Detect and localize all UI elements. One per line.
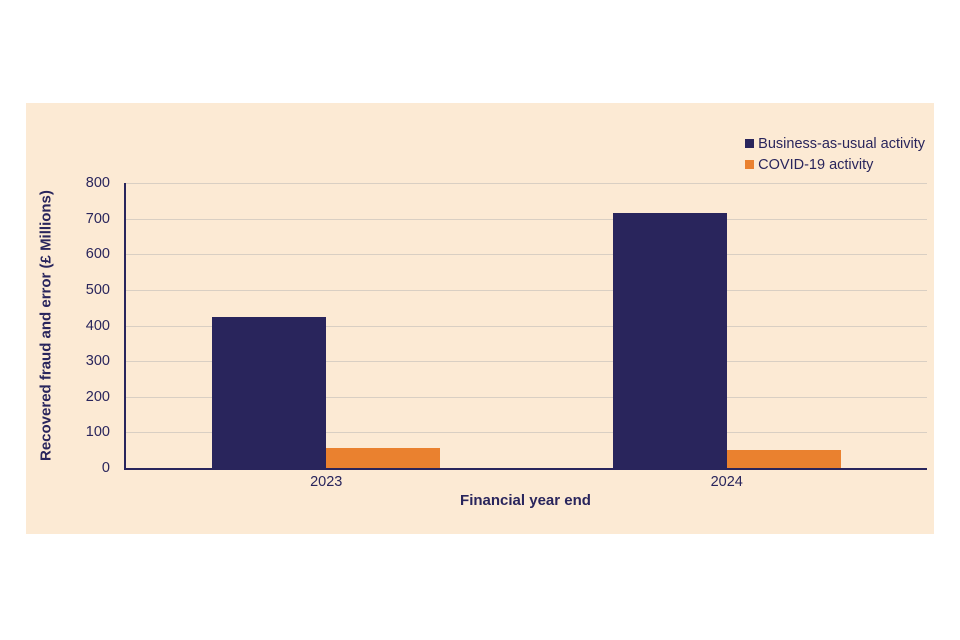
y-gridline xyxy=(126,396,927,398)
y-gridline xyxy=(126,432,927,434)
y-gridline xyxy=(126,361,927,363)
y-tick-label: 0 xyxy=(101,460,110,476)
legend-row: Business-as-usual activity xyxy=(745,133,925,154)
y-tick-label: 400 xyxy=(85,317,110,334)
bar-2023-covid-19-activity xyxy=(326,448,441,468)
y-gridline xyxy=(126,183,927,184)
y-tick-label: 200 xyxy=(85,388,110,405)
legend-swatch-icon xyxy=(745,139,755,148)
x-axis-title: Financial year end xyxy=(460,492,591,509)
y-tick-label: 300 xyxy=(85,353,110,370)
y-gridline xyxy=(126,218,927,220)
bar-2023-business-as-usual-activity xyxy=(212,316,327,468)
y-tick-label: 600 xyxy=(85,246,110,263)
y-tick-label: 700 xyxy=(85,210,110,227)
y-tick-label: 800 xyxy=(85,175,110,191)
y-gridline xyxy=(126,254,927,256)
y-gridline xyxy=(126,289,927,291)
bar-2024-covid-19-activity xyxy=(726,450,841,468)
x-tick-label: 2024 xyxy=(710,474,743,490)
legend-swatch-icon xyxy=(745,160,755,169)
plot-area xyxy=(124,183,927,470)
chart-legend: Business-as-usual activity COVID-19 activ… xyxy=(745,133,925,175)
y-tick-label: 100 xyxy=(85,424,110,441)
bar-2024-business-as-usual-activity xyxy=(612,213,727,468)
x-tick-label: 2023 xyxy=(310,474,343,490)
y-tick-label: 500 xyxy=(85,281,110,298)
legend-label: COVID-19 activity xyxy=(758,156,874,173)
chart-panel: Business-as-usual activity COVID-19 activ… xyxy=(26,103,934,534)
legend-row: COVID-19 activity xyxy=(745,154,873,175)
y-gridline xyxy=(126,325,927,327)
legend-label: Business-as-usual activity xyxy=(758,135,925,152)
